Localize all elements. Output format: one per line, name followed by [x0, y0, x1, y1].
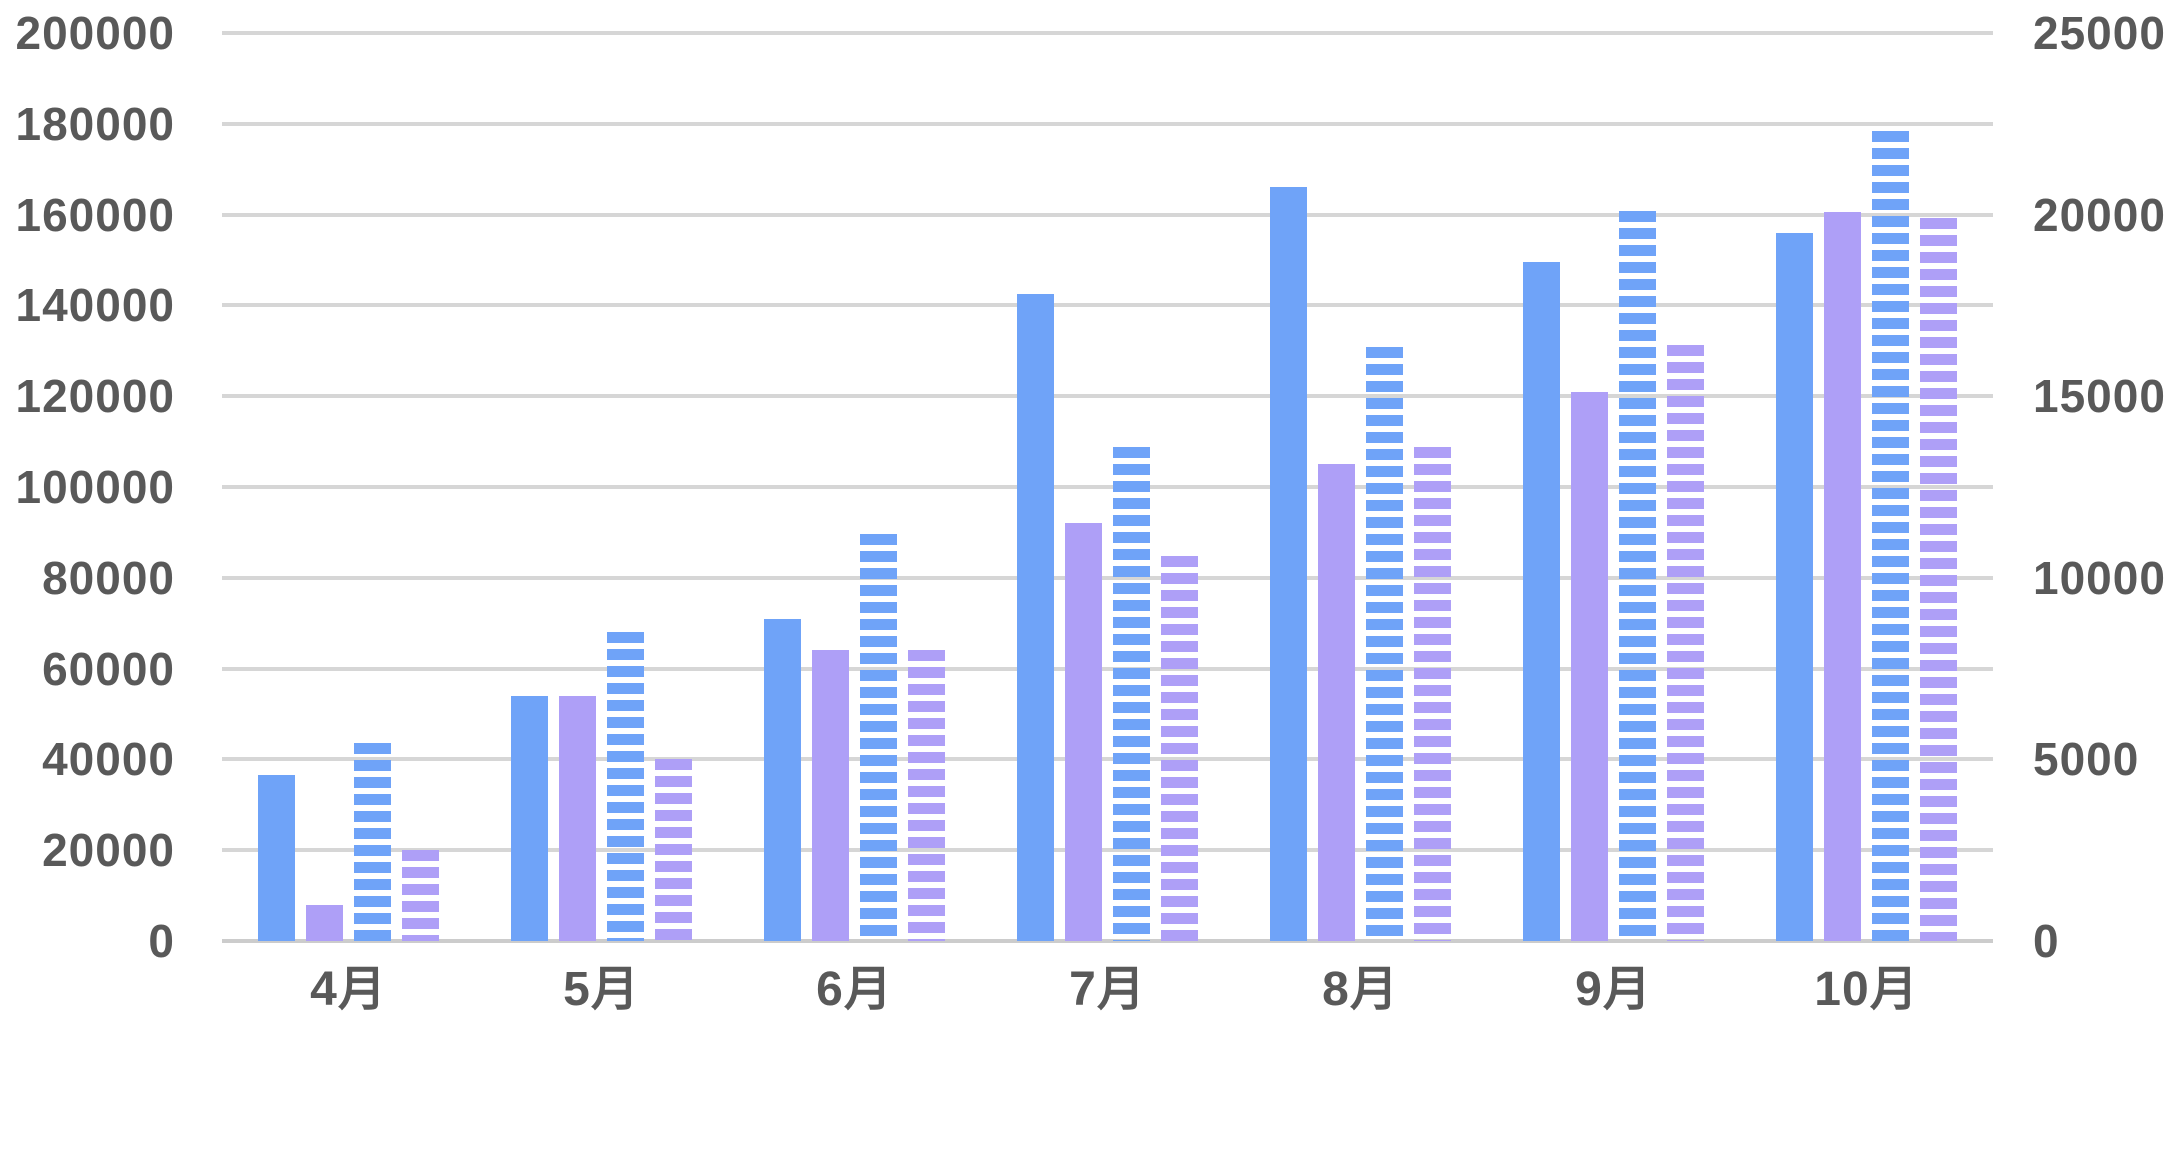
right-axis-tick-label: 10000: [2033, 551, 2166, 604]
bar-6月-solid-blue: [764, 618, 801, 941]
bar-9月-solid-blue: [1523, 262, 1560, 941]
bar-group-4月: [222, 33, 475, 943]
right-axis-tick-label: 0: [2033, 915, 2060, 967]
bar-6月-striped-blue: [860, 534, 897, 941]
x-axis-label-10月: 10月: [1814, 963, 1919, 1016]
right-axis-tick-label: 25000: [2033, 7, 2166, 59]
gridline: [222, 303, 1993, 308]
bar-group-9月: [1487, 33, 1740, 943]
bar-8月-striped-blue: [1366, 347, 1403, 941]
bar-group-8月: [1234, 33, 1487, 943]
gridline: [222, 757, 1993, 762]
bar-7月-striped-blue: [1113, 447, 1150, 941]
bar-4月-solid-blue: [258, 775, 295, 941]
bar-10月-solid-purple: [1824, 212, 1861, 941]
bar-7月-striped-purple: [1161, 556, 1198, 941]
bar-7月-solid-purple: [1065, 523, 1102, 941]
right-axis-tick-label: 15000: [2033, 370, 2166, 423]
bar-9月-striped-purple: [1667, 345, 1704, 941]
bar-10月-striped-purple: [1920, 218, 1957, 941]
x-axis-line: [222, 939, 1993, 943]
left-axis-tick-label: 120000: [15, 370, 175, 423]
left-axis-tick-label: 100000: [15, 461, 175, 513]
plot-area: [222, 31, 1993, 943]
left-axis-tick-label: 160000: [15, 188, 175, 241]
gridline: [222, 848, 1993, 853]
bar-10月-striped-blue: [1872, 131, 1909, 941]
left-axis-tick-label: 0: [148, 915, 175, 967]
bar-9月-solid-purple: [1571, 391, 1608, 941]
gridline: [222, 394, 1993, 399]
bar-8月-striped-purple: [1414, 447, 1451, 941]
bar-4月-solid-purple: [306, 904, 343, 941]
bar-5月-striped-purple: [655, 759, 692, 941]
x-axis-label-5月: 5月: [563, 963, 640, 1016]
bar-5月-striped-blue: [607, 632, 644, 941]
bar-9月-striped-blue: [1619, 211, 1656, 941]
right-axis-tick-label: 5000: [2033, 733, 2140, 786]
x-axis-label-6月: 6月: [816, 963, 893, 1016]
bar-group-7月: [981, 33, 1234, 943]
bar-group-10月: [1740, 33, 1993, 943]
right-axis-tick-label: 20000: [2033, 188, 2166, 241]
left-axis-tick-label: 80000: [42, 551, 175, 604]
bar-5月-solid-blue: [511, 695, 548, 941]
bar-8月-solid-blue: [1270, 187, 1307, 941]
x-axis-label-7月: 7月: [1069, 963, 1146, 1016]
bar-5月-solid-purple: [559, 695, 596, 941]
left-axis-tick-label: 60000: [42, 642, 175, 695]
bar-6月-striped-purple: [908, 650, 945, 941]
left-axis-tick-label: 20000: [42, 824, 175, 877]
bar-6月-solid-purple: [812, 650, 849, 941]
bar-8月-solid-purple: [1318, 464, 1355, 941]
bars-layer: [222, 33, 1993, 941]
gridline: [222, 212, 1993, 217]
bar-4月-striped-blue: [354, 743, 391, 941]
bar-group-6月: [728, 33, 981, 943]
gridline: [222, 31, 1993, 35]
gridline: [222, 485, 1993, 489]
x-axis-label-9月: 9月: [1575, 963, 1652, 1016]
x-axis-label-4月: 4月: [310, 963, 387, 1016]
left-axis-tick-label: 200000: [15, 7, 175, 59]
left-axis-tick-label: 180000: [15, 97, 175, 150]
gridline: [222, 666, 1993, 671]
bar-7月-solid-blue: [1017, 294, 1054, 941]
left-axis-tick-label: 140000: [15, 279, 175, 332]
x-axis: 4月 5月 6月 7月 8月 9月 10月: [222, 962, 1993, 1018]
bar-10月-solid-blue: [1776, 232, 1813, 941]
bar-4月-striped-purple: [402, 850, 439, 941]
gridline: [222, 121, 1993, 126]
left-axis-tick-label: 40000: [42, 733, 175, 786]
gridline: [222, 575, 1993, 580]
x-axis-label-8月: 8月: [1322, 963, 1399, 1016]
bar-group-5月: [475, 33, 728, 943]
